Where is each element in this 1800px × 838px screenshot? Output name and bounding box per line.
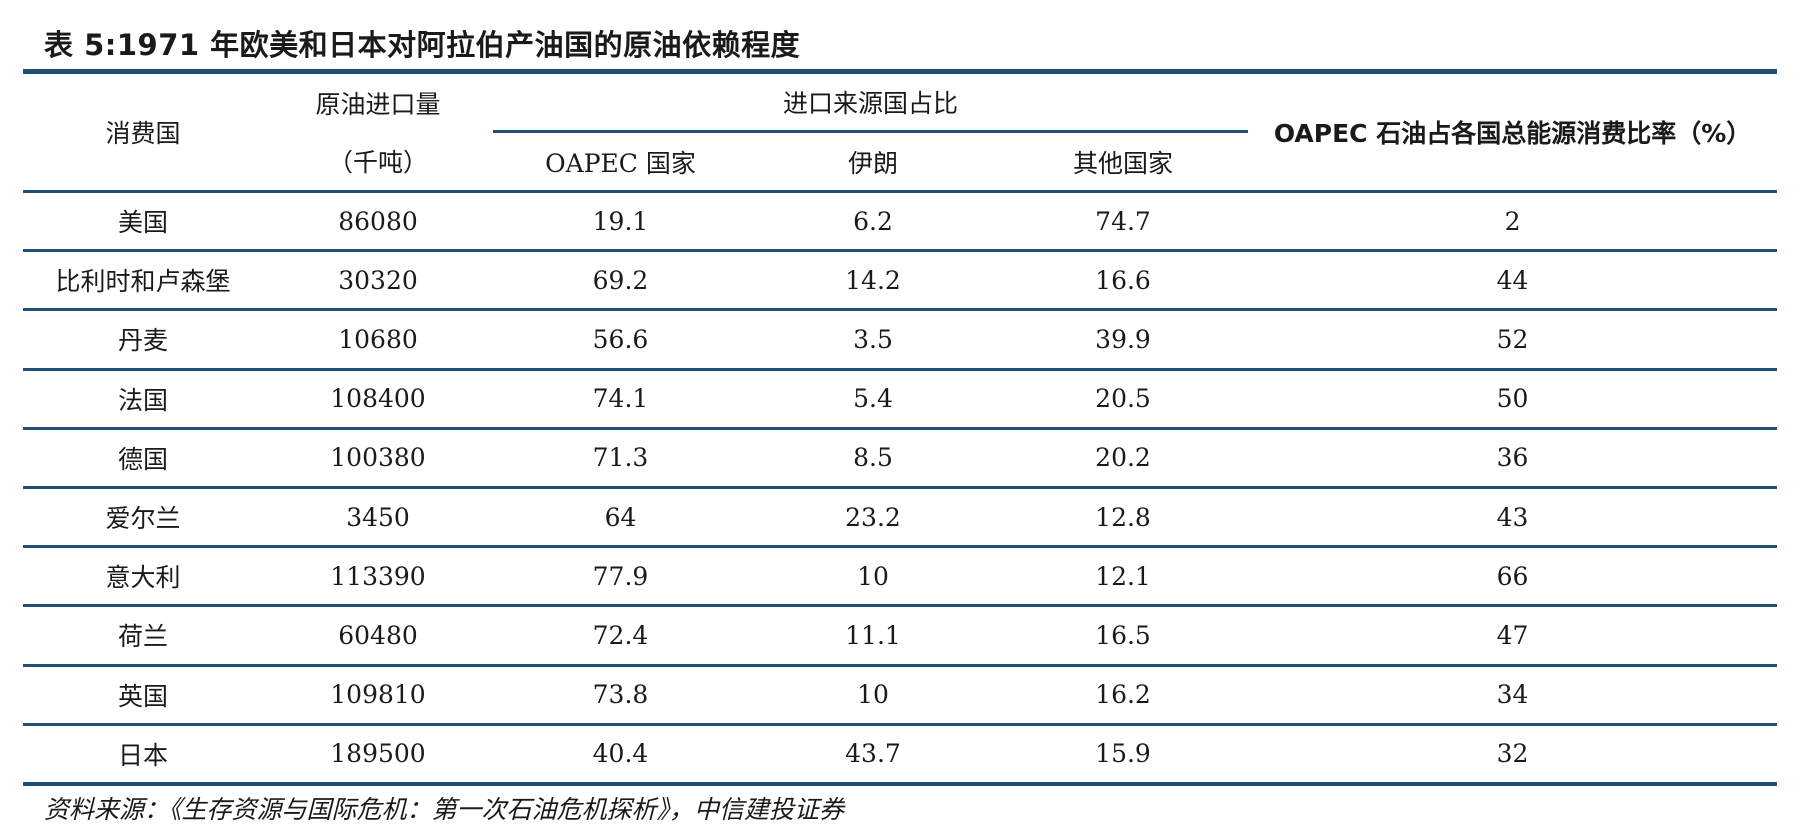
cell-share: 2 — [1248, 191, 1778, 253]
cell-oapec: 40.4 — [493, 724, 748, 786]
header-oapec-share: OAPEC 石油占各国总能源消费比率（%） — [1248, 69, 1778, 193]
table-row: 意大利 113390 77.9 10 12.1 66 — [23, 546, 1778, 608]
table-row: 美国 86080 19.1 6.2 74.7 2 — [23, 191, 1778, 253]
cell-country: 英国 — [23, 665, 263, 726]
cell-iran: 43.7 — [748, 724, 998, 786]
cell-share: 66 — [1248, 546, 1778, 608]
cell-imports: 86080 — [263, 191, 493, 253]
cell-oapec: 64 — [493, 487, 748, 549]
table-row: 比利时和卢森堡 30320 69.2 14.2 16.6 44 — [23, 250, 1778, 312]
header-other-countries: 其他国家 — [998, 131, 1249, 193]
cell-iran: 3.5 — [748, 309, 998, 371]
header-consumer: 消费国 — [23, 69, 263, 193]
table-row: 英国 109810 73.8 10 16.2 34 — [23, 665, 1778, 726]
cell-oapec: 69.2 — [493, 250, 748, 312]
cell-other: 20.5 — [998, 369, 1249, 430]
cell-imports: 109810 — [263, 665, 493, 726]
table-row: 丹麦 10680 56.6 3.5 39.9 52 — [23, 309, 1778, 371]
source-note: 资料来源：《生存资源与国际危机：第一次石油危机探析》，中信建投证券 — [44, 795, 845, 824]
cell-share: 32 — [1248, 724, 1778, 786]
cell-other: 16.5 — [998, 605, 1249, 667]
cell-share: 36 — [1248, 428, 1778, 489]
cell-other: 15.9 — [998, 724, 1249, 786]
cell-share: 47 — [1248, 605, 1778, 667]
header-source-group: 进口来源国占比 — [493, 69, 1249, 133]
table-title: 表 5:1971 年欧美和日本对阿拉伯产油国的原油依赖程度 — [44, 28, 801, 62]
cell-iran: 5.4 — [748, 369, 998, 430]
table-row: 荷兰 60480 72.4 11.1 16.5 47 — [23, 605, 1778, 667]
cell-share: 43 — [1248, 487, 1778, 549]
cell-other: 39.9 — [998, 309, 1249, 371]
cell-iran: 10 — [748, 665, 998, 726]
cell-country: 美国 — [23, 191, 263, 253]
table-body: 美国 86080 19.1 6.2 74.7 2 比利时和卢森堡 30320 6… — [23, 191, 1778, 786]
oil-dependency-table-container: 消费国 原油进口量 进口来源国占比 OAPEC 石油占各国总能源消费比率（%） … — [23, 69, 1778, 786]
header-iran: 伊朗 — [748, 131, 998, 193]
table-row: 法国 108400 74.1 5.4 20.5 50 — [23, 369, 1778, 430]
table-row: 日本 189500 40.4 43.7 15.9 32 — [23, 724, 1778, 786]
cell-share: 34 — [1248, 665, 1778, 726]
table-row: 爱尔兰 3450 64 23.2 12.8 43 — [23, 487, 1778, 549]
oil-dependency-table: 消费国 原油进口量 进口来源国占比 OAPEC 石油占各国总能源消费比率（%） … — [23, 69, 1778, 786]
cell-other: 12.8 — [998, 487, 1249, 549]
header-import-volume: 原油进口量 — [263, 69, 493, 132]
cell-share: 44 — [1248, 250, 1778, 312]
cell-oapec: 72.4 — [493, 605, 748, 667]
cell-imports: 100380 — [263, 428, 493, 489]
cell-imports: 10680 — [263, 309, 493, 371]
cell-oapec: 56.6 — [493, 309, 748, 371]
table-row: 德国 100380 71.3 8.5 20.2 36 — [23, 428, 1778, 489]
cell-other: 74.7 — [998, 191, 1249, 253]
header-import-unit: （千吨） — [263, 131, 493, 193]
cell-oapec: 73.8 — [493, 665, 748, 726]
cell-imports: 60480 — [263, 605, 493, 667]
cell-country: 荷兰 — [23, 605, 263, 667]
cell-iran: 11.1 — [748, 605, 998, 667]
cell-iran: 23.2 — [748, 487, 998, 549]
cell-imports: 108400 — [263, 369, 493, 430]
cell-country: 爱尔兰 — [23, 487, 263, 549]
cell-share: 52 — [1248, 309, 1778, 371]
cell-country: 日本 — [23, 724, 263, 786]
cell-other: 16.2 — [998, 665, 1249, 726]
cell-imports: 30320 — [263, 250, 493, 312]
cell-oapec: 77.9 — [493, 546, 748, 608]
cell-iran: 10 — [748, 546, 998, 608]
cell-imports: 3450 — [263, 487, 493, 549]
header-oapec-countries: OAPEC 国家 — [493, 131, 748, 193]
cell-share: 50 — [1248, 369, 1778, 430]
cell-country: 德国 — [23, 428, 263, 489]
cell-other: 12.1 — [998, 546, 1249, 608]
cell-other: 20.2 — [998, 428, 1249, 489]
cell-oapec: 19.1 — [493, 191, 748, 253]
table-header: 消费国 原油进口量 进口来源国占比 OAPEC 石油占各国总能源消费比率（%） … — [23, 69, 1778, 193]
cell-country: 比利时和卢森堡 — [23, 250, 263, 312]
cell-oapec: 71.3 — [493, 428, 748, 489]
cell-imports: 189500 — [263, 724, 493, 786]
cell-country: 丹麦 — [23, 309, 263, 371]
cell-imports: 113390 — [263, 546, 493, 608]
cell-other: 16.6 — [998, 250, 1249, 312]
cell-iran: 14.2 — [748, 250, 998, 312]
cell-oapec: 74.1 — [493, 369, 748, 430]
cell-country: 法国 — [23, 369, 263, 430]
cell-iran: 6.2 — [748, 191, 998, 253]
cell-country: 意大利 — [23, 546, 263, 608]
cell-iran: 8.5 — [748, 428, 998, 489]
